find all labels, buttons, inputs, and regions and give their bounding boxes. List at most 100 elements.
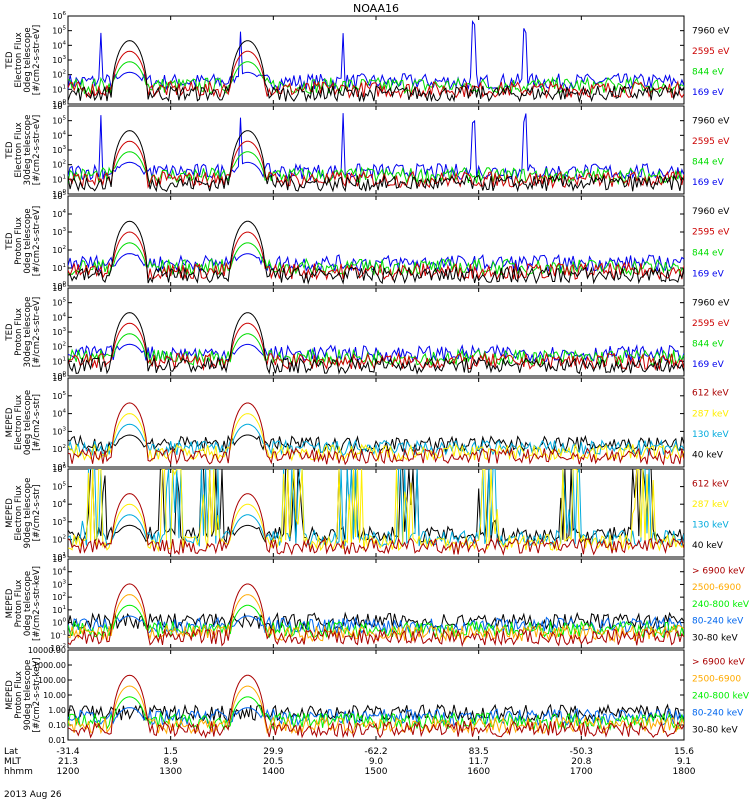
y-tick-label: 104 (52, 567, 66, 577)
y-axis-label: 0deg telescope (23, 571, 33, 636)
legend-entry: 40 keV (692, 451, 724, 461)
traces (68, 402, 684, 466)
legend-entry: 7960 eV (692, 207, 730, 217)
trace-169-ev (68, 19, 684, 91)
legend-entry: 7960 eV (692, 298, 730, 308)
footer-lat-value: -50.3 (570, 747, 593, 757)
y-axis-label: Proton Flux (14, 580, 24, 628)
legend-entry: 2500-6900 (692, 674, 741, 684)
y-axis-label: 0deg telescope (23, 390, 33, 455)
legend-entry: 2595 eV (692, 137, 730, 147)
y-tick-label: 105 (52, 554, 66, 564)
y-axis-label: [#/cm2-s-str] (32, 394, 42, 451)
y-axis-label: MEPED (5, 588, 15, 618)
trace-2595-ev (68, 50, 684, 100)
y-axis-label: 30deg telescope (23, 297, 33, 368)
legend-entry: 844 eV (692, 67, 725, 77)
y-tick-label: 10-2 (50, 643, 66, 653)
trace--6900-kev (68, 674, 684, 739)
y-tick-label: 102 (52, 245, 66, 255)
panel-4: 100 101 102 103 104 105 106 TED Proton Flux 30deg… (5, 283, 730, 381)
y-tick-label: 104 (52, 499, 66, 509)
y-tick-label: 0.10 (48, 721, 66, 730)
time-axis-footer: LatMLThhmm-31.421.312001.58.9130029.920.… (4, 747, 696, 777)
legend-entry: 240-800 keV (692, 691, 750, 701)
y-axis-label: [#/cm2-s-str-keV] (32, 566, 42, 641)
y-tick-label: 101 (52, 356, 66, 366)
panel-5: 101 102 103 104 105 106 MEPED Electron Flux 0deg… (5, 373, 729, 472)
panel-7: 10-2 10-1 100 101 102 103 104 105 MEPED Proton Fl… (5, 554, 750, 653)
y-tick-label: 102 (52, 70, 66, 80)
y-axis-label: MEPED (5, 680, 15, 710)
trace-130-kev (68, 423, 684, 458)
legend-entry: 169 eV (692, 360, 725, 370)
trace-169-ev (68, 253, 684, 273)
y-tick-label: 102 (52, 592, 66, 602)
y-tick-label: 101 (52, 605, 66, 615)
trace-2595-ev (68, 140, 684, 189)
legend-entry: 2500-6900 (692, 583, 741, 593)
y-axis-label: Proton Flux (14, 308, 24, 356)
legend-entry: 7960 eV (692, 116, 730, 126)
y-tick-label: 101 (52, 552, 66, 562)
footer-row-label: Lat (4, 747, 19, 757)
y-tick-label: 103 (52, 227, 66, 237)
trace-7960-ev (68, 40, 684, 104)
traces (68, 674, 684, 739)
y-tick-label: 100 (52, 189, 66, 199)
y-tick-label: 100 (52, 281, 66, 291)
y-tick-label: 105 (52, 191, 66, 201)
trace-40-kev (68, 434, 684, 454)
y-tick-label: 10000.00 (28, 646, 66, 655)
y-tick-label: 102 (52, 534, 66, 544)
traces (68, 220, 684, 285)
legend-entry: 2595 eV (692, 228, 730, 238)
trace--6900-kev (68, 583, 684, 648)
trace-844-ev (68, 61, 684, 96)
panel-6: 101 102 103 104 105 106 MEPED Electron Flux 90de… (5, 464, 729, 562)
y-axis-label: MEPED (5, 407, 15, 437)
y-axis-label: [#/cm2-s-str-eV] (32, 25, 42, 95)
y-tick-label: 104 (52, 40, 66, 50)
legend-entry: 40 keV (692, 541, 724, 551)
y-axis-label: 0deg telescope (23, 27, 33, 92)
legend-entry: 287 keV (692, 409, 729, 419)
legend-entry: 2595 eV (692, 319, 730, 329)
legend-entry: > 6900 keV (692, 566, 746, 576)
footer-row-label: hhmm (4, 767, 33, 777)
y-axis-label: [#/cm2-s-str-eV] (32, 206, 42, 276)
y-axis-label: Electron Flux (14, 32, 24, 87)
y-tick-label: 103 (52, 517, 66, 527)
y-tick-label: 104 (52, 312, 66, 322)
y-axis-label: TED (5, 323, 15, 342)
footer-lat-value: 15.6 (674, 747, 694, 757)
y-tick-label: 106 (52, 373, 66, 383)
panel-3: 100 101 102 103 104 105 TED Proton Flux 0deg tel… (5, 191, 730, 291)
y-tick-label: 10-1 (50, 630, 66, 640)
legend-entry: 612 keV (692, 479, 729, 489)
y-tick-label: 106 (52, 101, 66, 111)
trace-612-kev (68, 493, 684, 556)
trace-287-kev (68, 413, 684, 463)
legend-entry: 80-240 keV (692, 617, 744, 627)
footer-mlt-value: 9.1 (677, 757, 691, 767)
legend-entry: 844 eV (692, 339, 725, 349)
y-axis-label: [#/cm2-s-str] (32, 485, 42, 542)
footer-lat-value: 29.9 (263, 747, 283, 757)
panel-2: 100 101 102 103 104 105 106 TED Electron Flux 30d… (5, 101, 730, 199)
y-tick-label: 106 (52, 283, 66, 293)
y-tick-label: 105 (52, 391, 66, 401)
y-tick-label: 102 (52, 160, 66, 170)
y-tick-label: 103 (52, 55, 66, 65)
date-label: 2013 Aug 26 (4, 790, 62, 800)
y-axis-label: Electron Flux (14, 122, 24, 177)
y-tick-label: 105 (52, 26, 66, 36)
y-axis-label: TED (5, 51, 15, 70)
legend-entry: 844 eV (692, 157, 725, 167)
legend-entry: 130 keV (692, 520, 729, 530)
y-tick-label: 100.00 (38, 676, 66, 685)
y-tick-label: 10.00 (43, 691, 66, 700)
y-tick-label: 100 (52, 618, 66, 628)
